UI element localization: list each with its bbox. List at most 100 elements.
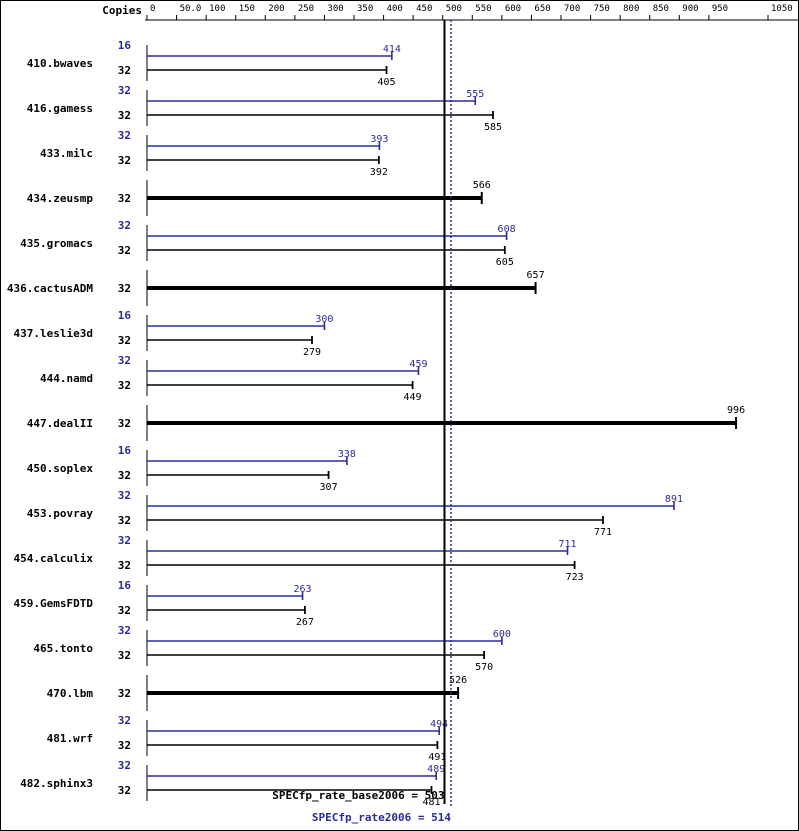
x-tick-label: 150 <box>239 4 255 14</box>
x-tick-label: 250 <box>298 4 314 14</box>
base-copies-label: 32 <box>118 514 131 527</box>
bars: 410.bwaves 16 32 414 405 416.gamess 32 32 555 585… <box>7 39 745 808</box>
benchmark-label: 436.cactusADM <box>7 282 93 295</box>
benchmark-label: 410.bwaves <box>27 57 93 70</box>
base-copies-label: 32 <box>118 739 131 752</box>
base-copies-label: 32 <box>118 417 131 430</box>
base-value-label: 307 <box>320 482 338 493</box>
peak-value-label: 891 <box>665 494 683 505</box>
base-copies-label: 32 <box>118 604 131 617</box>
peak-copies-label: 32 <box>118 489 131 502</box>
benchmark-label: 450.soplex <box>27 462 94 475</box>
peak-value-label: 711 <box>558 539 576 550</box>
x-tick-label: 400 <box>387 4 403 14</box>
base-value-label: 771 <box>594 527 612 538</box>
base-copies-label: 32 <box>118 64 131 77</box>
benchmark-label: 435.gromacs <box>20 237 93 250</box>
peak-value-label: 393 <box>370 134 388 145</box>
base-value-label: 279 <box>303 347 321 358</box>
peak-value-label: 263 <box>294 584 312 595</box>
base-summary-label: SPECfp_rate_base2006 = 503 <box>272 789 444 802</box>
base-copies-label: 32 <box>118 334 131 347</box>
base-value-label: 481 <box>422 797 440 808</box>
base-copies-label: 32 <box>118 154 131 167</box>
peak-value-label: 414 <box>383 44 401 55</box>
x-tick-label: 600 <box>505 4 521 14</box>
peak-value-label: 459 <box>409 359 427 370</box>
x-tick-label: 100 <box>209 4 225 14</box>
base-copies-label: 32 <box>118 784 131 797</box>
peak-copies-label: 32 <box>118 84 131 97</box>
peak-copies-label: 16 <box>118 579 132 592</box>
benchmark-label: 482.sphinx3 <box>20 777 93 790</box>
peak-copies-label: 16 <box>118 444 132 457</box>
peak-value-label: 608 <box>498 224 516 235</box>
peak-value-label: 494 <box>430 719 448 730</box>
peak-summary-label: SPECfp_rate2006 = 514 <box>312 811 451 824</box>
x-tick-label: 300 <box>327 4 343 14</box>
base-value-label: 491 <box>428 752 446 763</box>
peak-value-label: 489 <box>427 764 445 775</box>
base-value-label: 723 <box>566 572 584 583</box>
summary-lines: SPECfp_rate_base2006 = 503 SPECfp_rate200… <box>272 20 452 824</box>
base-value-label: 566 <box>473 180 491 191</box>
benchmark-label: 453.povray <box>27 507 94 520</box>
peak-copies-label: 32 <box>118 219 131 232</box>
benchmark-label: 444.namd <box>40 372 93 385</box>
x-tick-label: 650 <box>534 4 550 14</box>
peak-copies-label: 32 <box>118 759 131 772</box>
base-copies-label: 32 <box>118 244 131 257</box>
benchmark-label: 433.milc <box>40 147 93 160</box>
x-tick-label: 200 <box>268 4 284 14</box>
peak-copies-label: 16 <box>118 39 132 52</box>
base-copies-label: 32 <box>118 109 131 122</box>
peak-value-label: 555 <box>466 89 484 100</box>
base-copies-label: 32 <box>118 559 131 572</box>
base-value-label: 267 <box>296 617 314 628</box>
x-tick-label: 550 <box>475 4 491 14</box>
base-copies-label: 32 <box>118 687 131 700</box>
base-value-label: 405 <box>377 77 395 88</box>
x-tick-label: 700 <box>564 4 580 14</box>
peak-copies-label: 32 <box>118 714 131 727</box>
benchmark-label: 434.zeusmp <box>27 192 94 205</box>
copies-header: Copies <box>102 4 142 17</box>
x-tick-label: 800 <box>623 4 639 14</box>
base-value-label: 526 <box>449 675 467 686</box>
base-value-label: 585 <box>484 122 502 133</box>
base-value-label: 392 <box>370 167 388 178</box>
benchmark-label: 454.calculix <box>14 552 94 565</box>
benchmark-label: 447.dealII <box>27 417 93 430</box>
x-tick-label: 0 <box>150 4 155 14</box>
benchmark-label: 437.leslie3d <box>14 327 93 340</box>
x-axis: 0 50.0 100 150 200 250 300 350 400 450 500 550 600 65… <box>146 4 793 20</box>
base-copies-label: 32 <box>118 192 131 205</box>
peak-copies-label: 32 <box>118 624 131 637</box>
x-tick-label: 500 <box>446 4 462 14</box>
peak-copies-label: 32 <box>118 129 131 142</box>
peak-value-label: 300 <box>315 314 333 325</box>
peak-value-label: 600 <box>493 629 511 640</box>
base-copies-label: 32 <box>118 649 131 662</box>
x-tick-label: 950 <box>712 4 728 14</box>
x-tick-label: 850 <box>653 4 669 14</box>
x-tick-label: 750 <box>594 4 610 14</box>
x-tick-label: 450 <box>416 4 432 14</box>
peak-copies-label: 16 <box>118 309 132 322</box>
base-value-label: 449 <box>404 392 422 403</box>
peak-copies-label: 32 <box>118 354 131 367</box>
benchmark-label: 465.tonto <box>33 642 93 655</box>
base-copies-label: 32 <box>118 469 131 482</box>
benchmark-label: 470.lbm <box>47 687 94 700</box>
base-copies-label: 32 <box>118 282 131 295</box>
base-value-label: 996 <box>727 405 745 416</box>
base-value-label: 605 <box>496 257 514 268</box>
benchmark-label: 459.GemsFDTD <box>14 597 94 610</box>
base-copies-label: 32 <box>118 379 131 392</box>
x-tick-label: 900 <box>682 4 698 14</box>
base-value-label: 657 <box>527 270 545 281</box>
x-tick-label: 1050 <box>771 4 793 14</box>
